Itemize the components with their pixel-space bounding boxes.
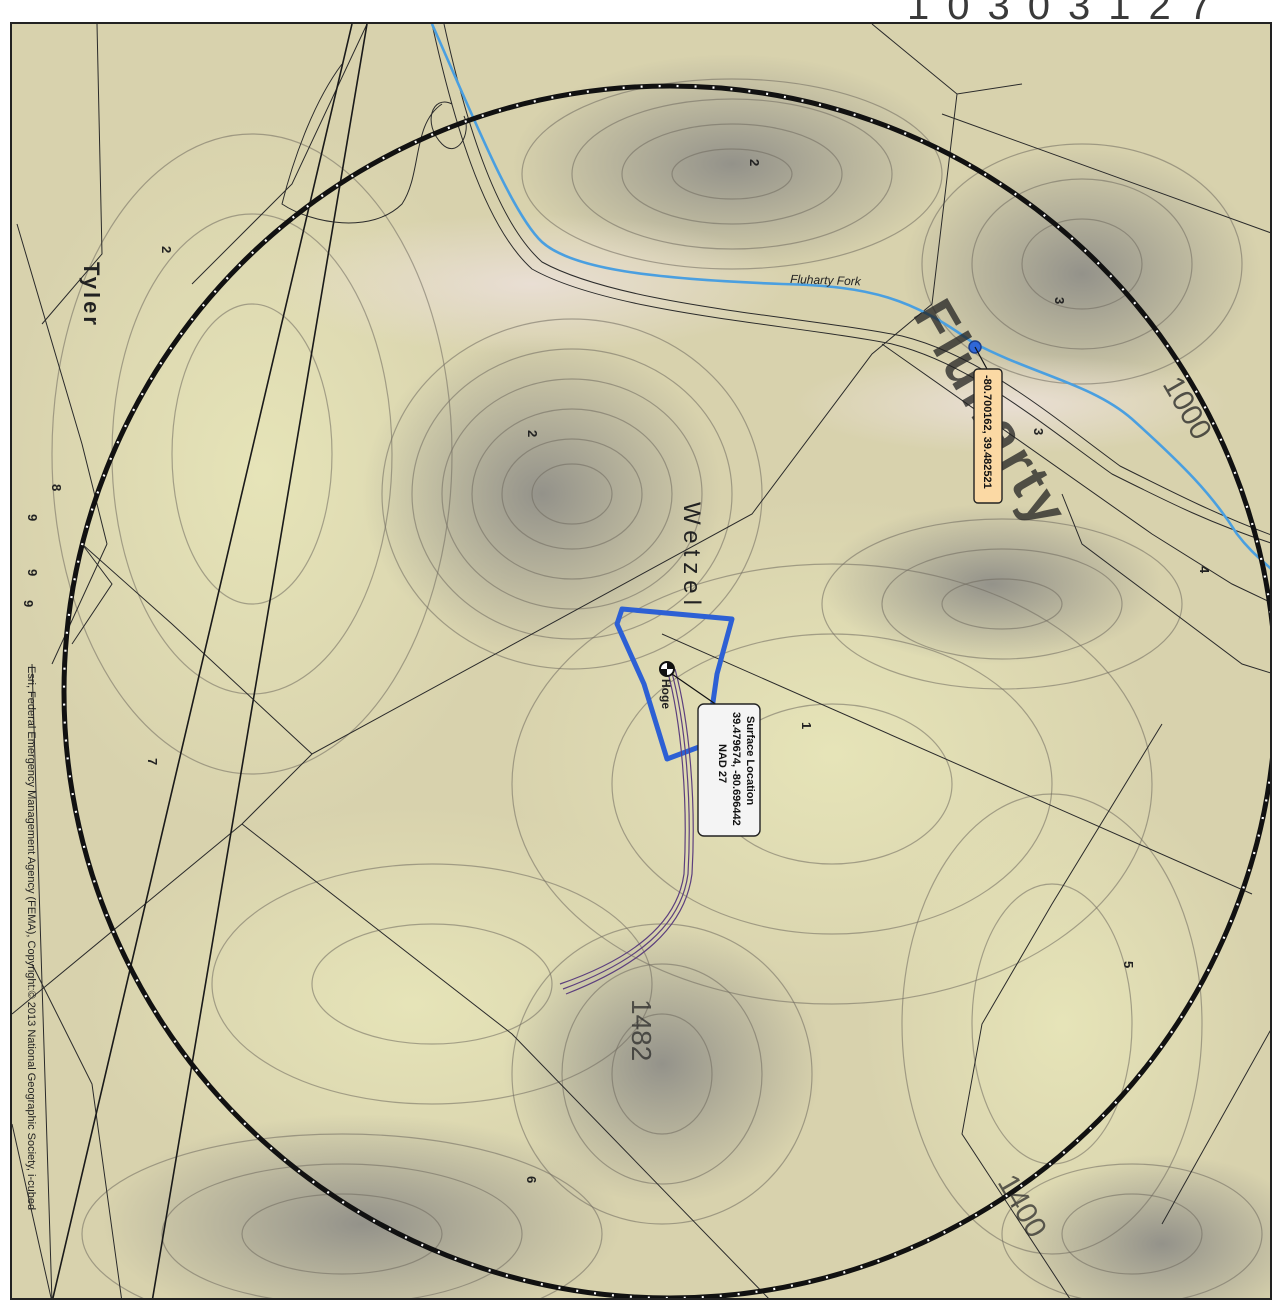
map-attribution: Esri, Federal Emergency Management Agenc… xyxy=(25,666,37,1210)
parcel-number: 1 xyxy=(799,722,814,729)
document-number: 10303127 xyxy=(907,0,1229,28)
horizontal-bore-path xyxy=(559,668,694,995)
parcel-number: 2 xyxy=(525,430,540,437)
parcel-number: 5 xyxy=(1121,961,1136,968)
parcel-number: 2 xyxy=(159,246,174,253)
surface-location-callout: Surface Location 39.479674, -80.696442 N… xyxy=(697,703,761,837)
elevation-1482-label: 1482 xyxy=(626,999,657,1061)
parcel-number: 7 xyxy=(145,758,160,765)
contour-lines xyxy=(51,78,1263,1298)
parcel-number: 8 xyxy=(49,484,64,491)
parcel-number: 9 xyxy=(25,514,40,521)
dashed-radius-circle xyxy=(61,83,1270,1298)
water-point-callout: -80.700162, 39.482521 xyxy=(973,368,1003,504)
parcel-number: 2 xyxy=(747,159,762,166)
parcel-boundaries xyxy=(12,24,1270,1298)
surface-location-coords: 39.479674, -80.696442 xyxy=(730,712,742,826)
parcel-number: 3 xyxy=(1031,428,1046,435)
map-frame: Fluharty Fork Tyler Wetzel Fluharty 1000… xyxy=(10,22,1272,1300)
parcel-number: 9 xyxy=(21,600,36,607)
label-wetzel: Wetzel xyxy=(678,502,705,611)
label-fluharty-fork: Fluharty Fork xyxy=(790,272,862,288)
parcel-number: 9 xyxy=(25,569,40,576)
surface-location-title: Surface Location xyxy=(744,716,756,806)
water-callout-leader xyxy=(974,346,988,370)
water-point-coords: -80.700162, 39.482521 xyxy=(981,375,993,489)
parcel-number: 4 xyxy=(1197,566,1212,574)
power-lines xyxy=(52,24,368,1298)
parcel-number: 3 xyxy=(1052,297,1067,304)
parcel-number: 6 xyxy=(524,1176,539,1183)
fluharty-fork-stream xyxy=(430,24,1270,570)
terrain-base xyxy=(12,24,1270,1298)
lease-polygon xyxy=(614,606,735,762)
parcel-number-labels: 2 2 2 3 3 4 1 5 6 7 8 9 9 9 xyxy=(21,159,1212,1183)
label-hoge: Hoge xyxy=(659,679,673,709)
label-tyler: Tyler xyxy=(79,262,104,328)
topo-map: Fluharty Fork Tyler Wetzel Fluharty 1000… xyxy=(12,24,1270,1298)
surface-location-datum: NAD 27 xyxy=(716,744,728,783)
well-symbol-icon xyxy=(659,661,675,677)
road xyxy=(281,24,1270,544)
